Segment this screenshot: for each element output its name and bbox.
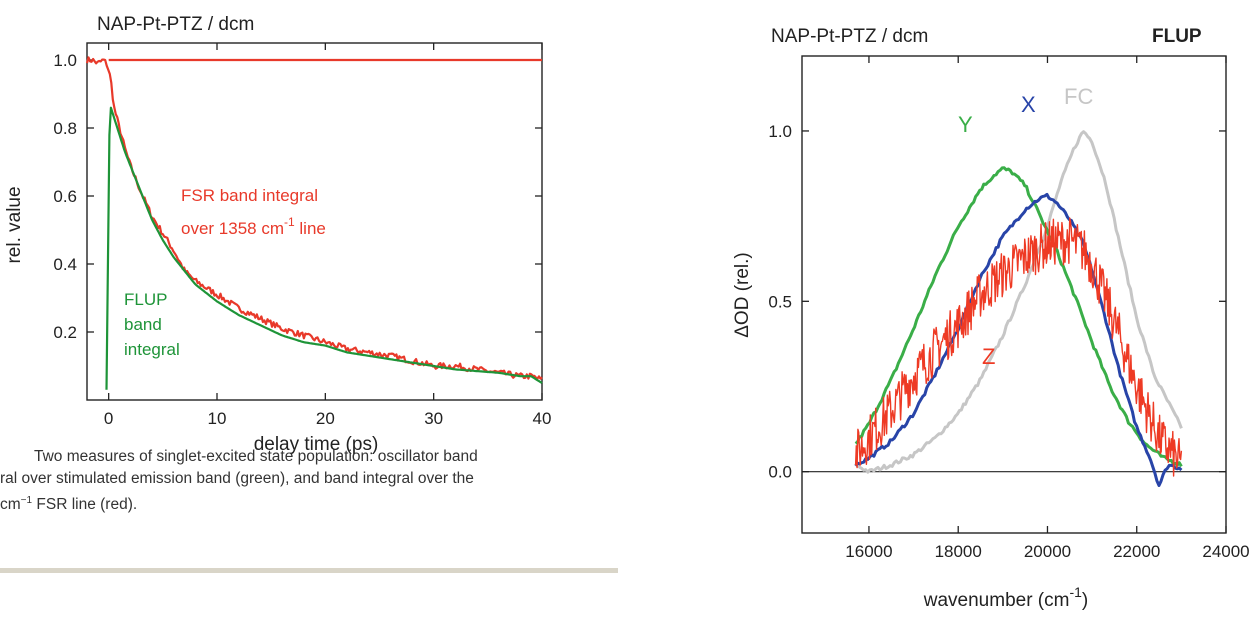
caption-line-3-a: cm	[0, 496, 21, 514]
x-tick-label: 18000	[935, 542, 982, 561]
y-tick-label: 0.4	[53, 255, 77, 274]
series-label-y: Y	[958, 112, 973, 137]
series-line-1-3	[854, 217, 1183, 477]
x-tick-label: 20	[316, 409, 335, 428]
annotation-flup-line2: band	[124, 315, 162, 334]
right-x-axis-label-main: wavenumber (cm	[923, 590, 1070, 611]
x-tick-label: 10	[208, 409, 227, 428]
x-tick-label: 0	[104, 409, 113, 428]
caption-divider	[0, 568, 618, 573]
annotation-fsr-line1: FSR band integral	[181, 186, 318, 205]
right-chart-subtitle: FLUP	[1152, 26, 1202, 47]
x-tick-label: 16000	[845, 542, 892, 561]
series-label-z: Z	[982, 344, 995, 369]
right-axis-ticks: 16000 18000 20000 22000 24000 0.0 0.5 1.0	[768, 56, 1250, 561]
x-tick-label: 24000	[1202, 542, 1249, 561]
right-chart-title: NAP-Pt-PTZ / dcm	[771, 26, 928, 47]
right-chart: NAP-Pt-PTZ / dcm FLUP 16000 18000 20000 220…	[732, 26, 1250, 611]
right-x-axis-label: wavenumber (cm-1)	[923, 584, 1089, 611]
annotation-fsr-line2-b: line	[295, 219, 326, 238]
y-tick-label: 1.0	[768, 122, 792, 141]
caption-line-3-sup: −1	[20, 495, 33, 506]
caption-line-3: cm−1 FSR line (red).	[0, 490, 618, 516]
series-label-x: X	[1021, 92, 1036, 117]
caption-line-3-b: FSR line (red).	[32, 496, 138, 514]
annotation-fsr-line2-sup: -1	[284, 215, 295, 229]
left-series-group	[85, 56, 543, 390]
figure-caption: Two measures of singlet-excited state po…	[0, 446, 618, 516]
y-tick-label: 0.2	[53, 323, 77, 342]
right-plot-frame	[801, 55, 1227, 534]
left-chart-title: NAP-Pt-PTZ / dcm	[97, 14, 254, 35]
x-tick-label: 20000	[1024, 542, 1071, 561]
y-tick-label: 0.0	[768, 463, 792, 482]
x-tick-label: 22000	[1113, 542, 1160, 561]
annotation-fsr-line2-a: over 1358 cm	[181, 219, 284, 238]
x-tick-label: 40	[533, 409, 552, 428]
right-x-axis-label-sup: -1	[1069, 584, 1082, 600]
series-line-0-2	[105, 106, 543, 390]
series-label-fc: FC	[1064, 84, 1093, 109]
series-line-1-0	[855, 130, 1183, 474]
right-y-axis-label: ΔOD (rel.)	[732, 252, 753, 338]
series-line-1-1	[854, 166, 1183, 468]
left-plot-frame	[86, 42, 543, 401]
annotation-flup-line1: FLUP	[124, 290, 167, 309]
y-tick-label: 0.8	[53, 119, 77, 138]
x-tick-label: 30	[424, 409, 443, 428]
annotation-flup-line3: integral	[124, 340, 180, 359]
left-axis-ticks: 0 10 20 30 40 0.2 0.4 0.6 0.8 1.0	[53, 43, 551, 428]
left-chart: NAP-Pt-PTZ / dcm 0 10 20 30 40 0.2 0.4 0.6 0.8 1.…	[4, 14, 551, 455]
right-x-axis-label-close: )	[1082, 590, 1088, 611]
right-series-group	[854, 130, 1183, 487]
caption-line-1: Two measures of singlet-excited state po…	[34, 448, 478, 465]
y-tick-label: 0.5	[768, 292, 792, 311]
annotation-fsr-line2: over 1358 cm-1 line	[181, 215, 326, 238]
left-y-axis-label: rel. value	[4, 186, 25, 263]
caption-line-2: ral over stimulated emission band (green…	[0, 470, 474, 487]
series-line-1-2	[854, 192, 1183, 487]
left-x-axis-label: delay time (ps)	[254, 434, 379, 455]
y-tick-label: 1.0	[53, 51, 77, 70]
y-tick-label: 0.6	[53, 187, 77, 206]
